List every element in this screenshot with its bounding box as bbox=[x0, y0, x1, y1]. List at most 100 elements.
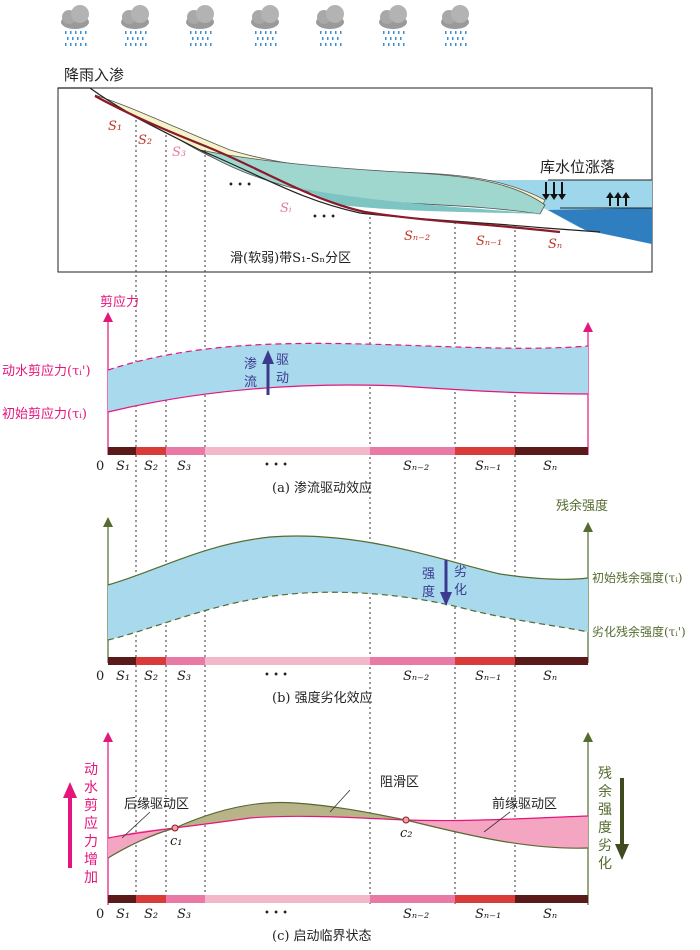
tick-label: S₃ bbox=[177, 459, 191, 474]
panel-a: 剪应力 渗 流 驱 动 动水剪应力(τᵢ') 初始剪应力(τᵢ) 0 S₁ S₂… bbox=[2, 294, 593, 496]
right-vertical-label: 残 余 强 度 劣 化 bbox=[598, 766, 612, 872]
front-zone-label: 前缘驱动区 bbox=[492, 796, 557, 812]
zone-divider-lines bbox=[135, 120, 516, 905]
arrow-heads bbox=[542, 192, 630, 200]
slice-label-s2: S₂ bbox=[138, 133, 152, 148]
front-drive-region bbox=[406, 816, 588, 849]
text-4: 化 bbox=[454, 583, 467, 598]
vertical-char: 力 bbox=[84, 834, 98, 850]
critical-point-c2 bbox=[402, 816, 410, 824]
c1-label: c₁ bbox=[170, 834, 183, 849]
y-axis-arrow-icon bbox=[583, 322, 593, 332]
vertical-char: 剪 bbox=[84, 798, 98, 814]
panel-b-zero: 0 bbox=[96, 669, 104, 684]
ellipsis-1: • • • bbox=[228, 180, 252, 191]
drive-text-1: 渗 bbox=[244, 357, 257, 372]
panel-c: 动 水 剪 应 力 增 加 残 余 强 度 劣 化 c₁ c₂ 后缘驱动区 bbox=[63, 732, 629, 944]
zone-caption: 滑(软弱)带S₁-Sₙ分区 bbox=[230, 251, 351, 266]
rain-cloud-icon bbox=[186, 5, 214, 46]
drive-text-2: 流 bbox=[244, 375, 257, 390]
ellipsis-2: • • • bbox=[312, 212, 336, 223]
y-axis-arrow-icon bbox=[103, 517, 113, 527]
initial-shear-curve bbox=[107, 384, 589, 413]
zone-bar-a bbox=[108, 447, 588, 455]
slice-label-sn: Sₙ bbox=[548, 237, 562, 252]
resist-zone-label: 阻滑区 bbox=[380, 775, 419, 790]
vertical-char: 增 bbox=[84, 852, 98, 868]
drive-text-3: 驱 bbox=[276, 353, 289, 368]
tick-label: • • • bbox=[264, 908, 288, 919]
degraded-residual-curve bbox=[107, 591, 589, 641]
degrade-down-arrow-icon bbox=[615, 844, 629, 860]
text-3: 劣 bbox=[454, 565, 467, 580]
dynamic-shear-curve bbox=[107, 342, 589, 371]
panel-b-lower-label: 劣化残余强度(τᵢ') bbox=[592, 624, 686, 639]
slip-zone bbox=[94, 95, 561, 234]
shear-stress-band bbox=[108, 343, 588, 412]
tick-label: Sₙ₋₁ bbox=[475, 907, 501, 922]
panel-c-caption: (c) 启动临界状态 bbox=[272, 929, 372, 944]
vertical-char: 度 bbox=[598, 820, 612, 836]
tick-label: Sₙ₋₁ bbox=[475, 669, 501, 684]
landslide-lower-body bbox=[300, 188, 545, 214]
y-axis-arrow-icon bbox=[103, 732, 113, 742]
text-1: 强 bbox=[422, 567, 435, 582]
degraded-residual-curve-c bbox=[107, 801, 589, 859]
panel-b-ticks: S₁ S₂ S₃ • • • Sₙ₋₂ Sₙ₋₁ Sₙ bbox=[116, 669, 557, 684]
rear-zone-label: 后缘驱动区 bbox=[124, 797, 189, 812]
tick-label: S₃ bbox=[177, 907, 191, 922]
vertical-char: 劣 bbox=[598, 838, 612, 854]
y-axis-arrow-icon bbox=[103, 312, 113, 322]
rain-cloud-icon bbox=[379, 5, 407, 46]
panel-b: 残余强度 强 度 劣 化 初始残余强度(τᵢ) 劣化残余强度(τᵢ') 0 S₁… bbox=[96, 498, 686, 706]
vertical-char: 应 bbox=[84, 815, 98, 832]
slice-label-sn2: Sₙ₋₂ bbox=[404, 229, 430, 244]
increase-up-arrow-icon bbox=[63, 782, 77, 798]
panel-c-ticks: S₁ S₂ S₃ • • • Sₙ₋₂ Sₙ₋₁ Sₙ bbox=[116, 907, 557, 922]
critical-point-c1 bbox=[171, 824, 179, 832]
vertical-char: 残 bbox=[598, 766, 612, 782]
degrade-down-arrow-icon bbox=[440, 592, 452, 606]
panel-a-zero: 0 bbox=[96, 459, 104, 474]
tick-label: S₁ bbox=[116, 459, 130, 474]
drive-text-4: 动 bbox=[276, 371, 289, 386]
tick-label: Sₙ₋₂ bbox=[403, 669, 429, 684]
reservoir-deep-water bbox=[548, 208, 652, 244]
left-vertical-label: 动 水 剪 应 力 增 加 bbox=[84, 762, 98, 886]
panel-b-upper-label: 初始残余强度(τᵢ) bbox=[592, 570, 682, 585]
residual-strength-band bbox=[108, 535, 588, 640]
y-axis-arrow-icon bbox=[583, 732, 593, 742]
zone-bar-b bbox=[108, 657, 588, 665]
text-2: 度 bbox=[422, 584, 435, 600]
panel-c-zero: 0 bbox=[96, 907, 104, 922]
y-axis-arrow-icon bbox=[583, 522, 593, 532]
tick-label: S₂ bbox=[144, 907, 158, 922]
vertical-char: 强 bbox=[598, 802, 612, 818]
tick-label: • • • bbox=[264, 670, 288, 681]
tick-label: S₂ bbox=[144, 459, 158, 474]
panel-a-lower-label: 初始剪应力(τᵢ) bbox=[2, 406, 87, 422]
landslide-saturated-body bbox=[199, 149, 546, 215]
tick-label: S₁ bbox=[116, 669, 130, 684]
slope-section: 降雨入渗 库水位涨落 S₁ S₂ S₃ Sᵢ Sₙ₋₂ Sₙ₋₁ Sₙ • • … bbox=[57, 66, 653, 273]
tick-label: Sₙ bbox=[543, 907, 557, 922]
tick-label: • • • bbox=[264, 460, 288, 471]
panel-b-caption: (b) 强度劣化效应 bbox=[272, 690, 373, 706]
slice-label-s1: S₁ bbox=[108, 119, 122, 134]
tick-label: Sₙ bbox=[543, 669, 557, 684]
panel-a-upper-label: 动水剪应力(τᵢ') bbox=[2, 363, 91, 379]
tick-label: S₃ bbox=[177, 669, 191, 684]
reservoir-fluctuation-label: 库水位涨落 bbox=[540, 158, 615, 176]
vertical-char: 化 bbox=[598, 856, 612, 872]
slice-label-sn1: Sₙ₋₁ bbox=[476, 234, 502, 249]
tick-label: Sₙ bbox=[543, 459, 557, 474]
rain-infiltration-label: 降雨入渗 bbox=[64, 66, 124, 84]
tick-label: Sₙ₋₂ bbox=[403, 459, 429, 474]
vertical-char: 余 bbox=[598, 783, 612, 800]
panel-a-caption: (a) 渗流驱动效应 bbox=[272, 480, 372, 496]
slice-label-si: Sᵢ bbox=[280, 201, 292, 216]
vertical-char: 水 bbox=[84, 780, 98, 796]
rain-clouds bbox=[61, 5, 469, 46]
